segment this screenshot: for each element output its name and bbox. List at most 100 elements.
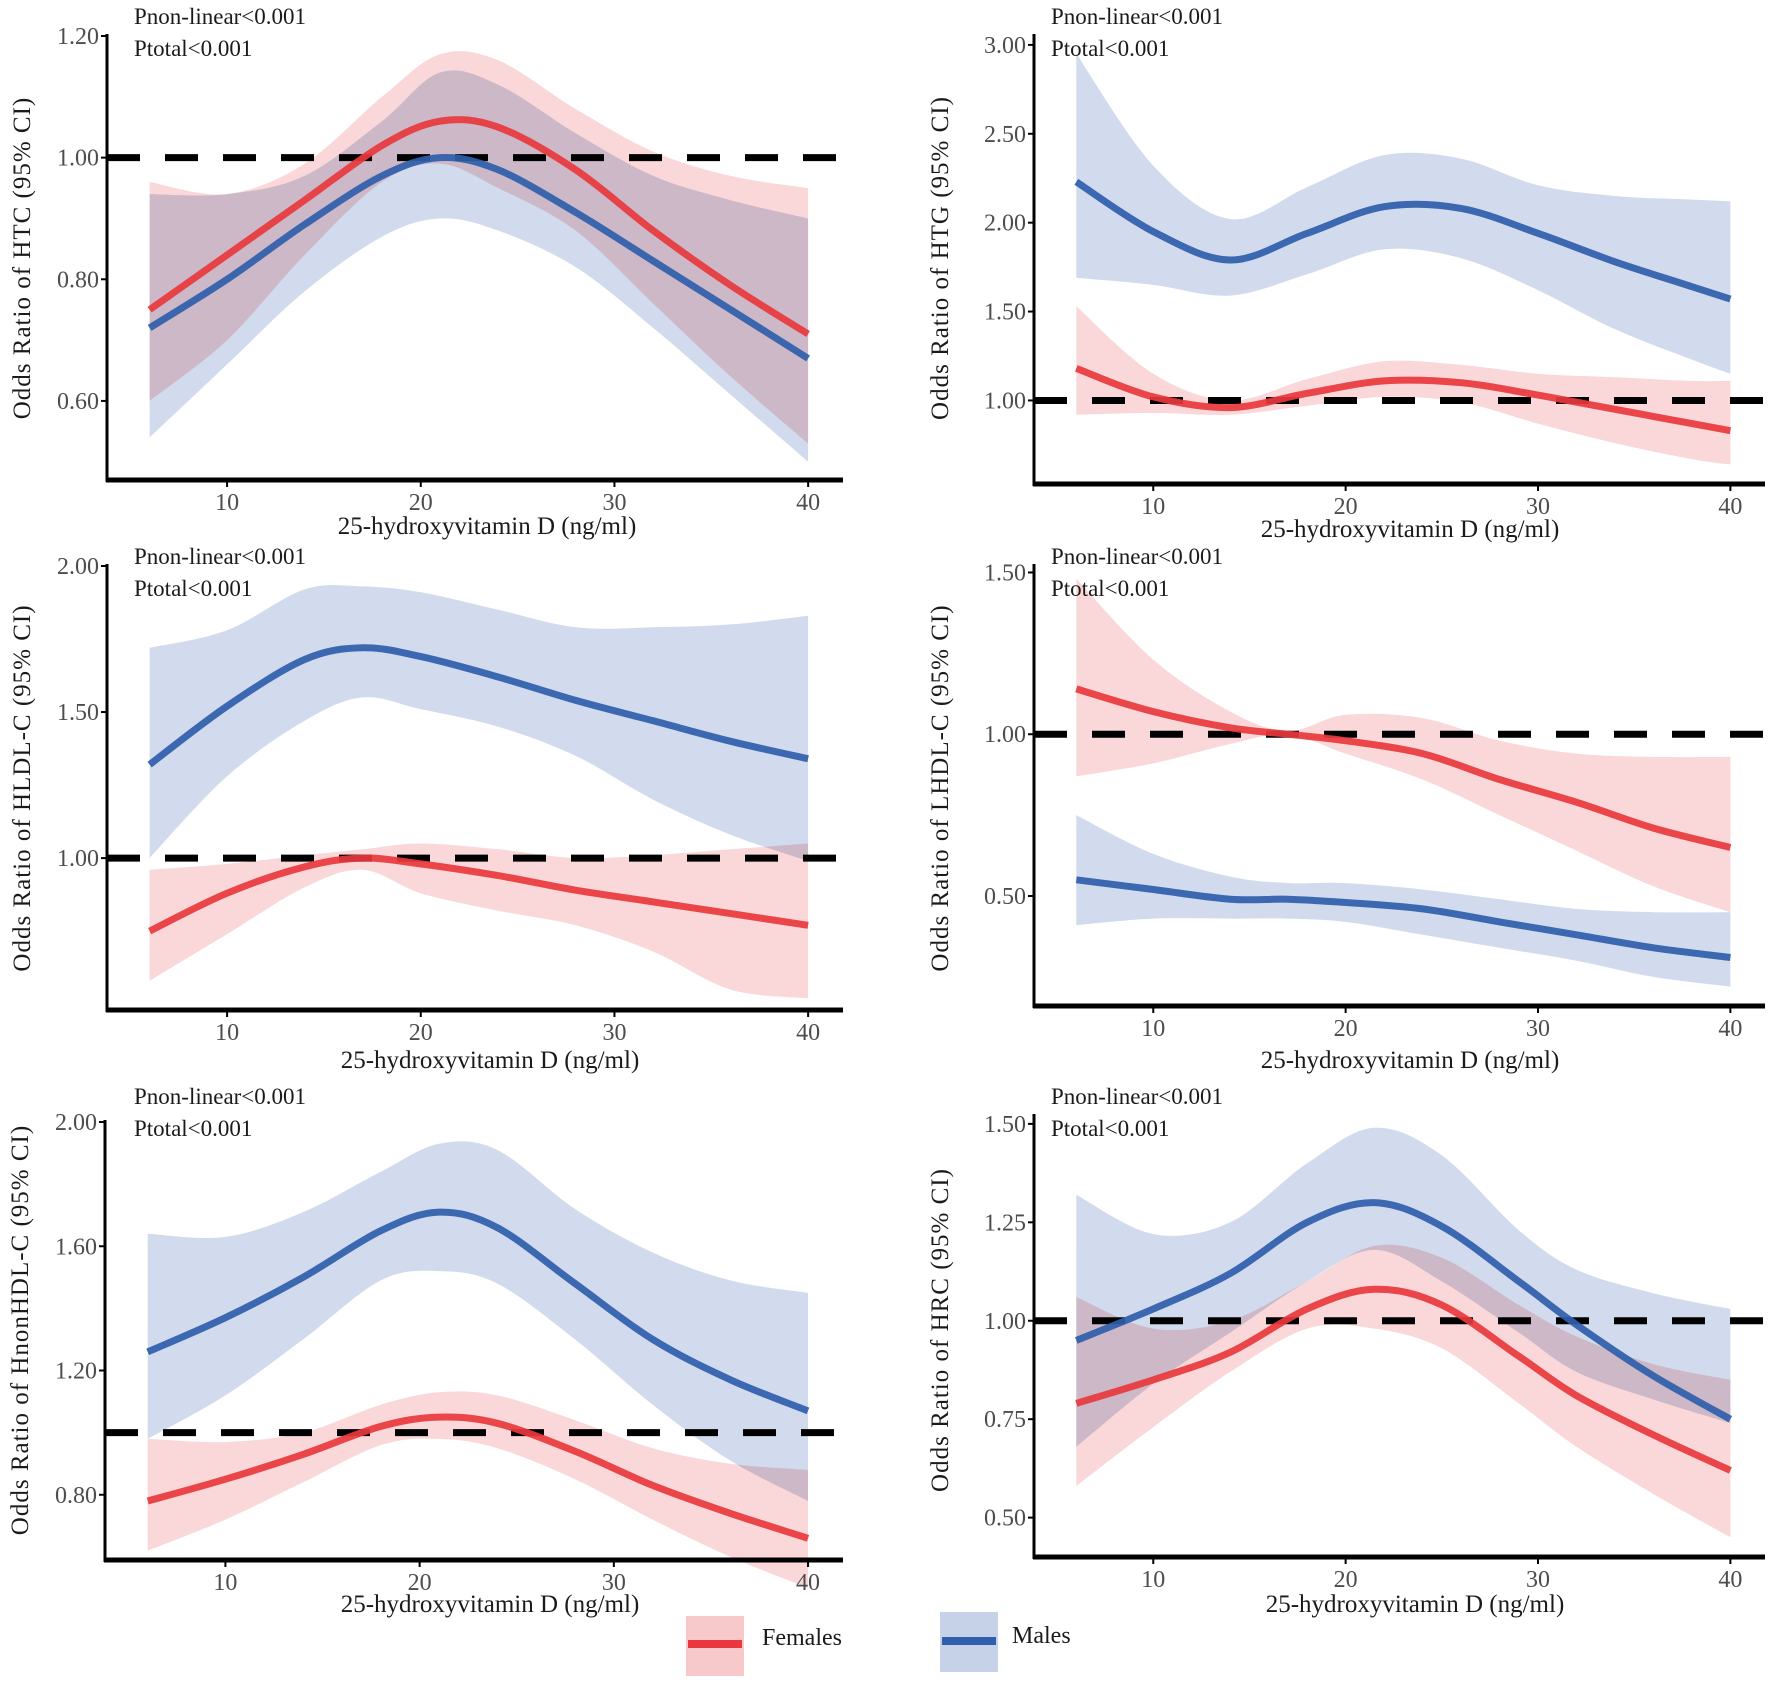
legend: Females Males — [686, 1612, 1071, 1676]
x-axis-title: 25-hydroxyvitamin D (ng/ml) — [1266, 1591, 1565, 1618]
curve-males — [1074, 1199, 1733, 1423]
y-tick-label: 2.00 — [55, 1110, 97, 1136]
x-tick-label: 30 — [1526, 1016, 1550, 1042]
x-tick-label: 30 — [1526, 494, 1550, 520]
x-tick-label: 20 — [409, 490, 433, 516]
y-tick-label: 2.50 — [984, 122, 1026, 148]
y-axis-title: Odds Ratio of HTC (95% CI) — [9, 97, 36, 420]
curve-males — [1074, 178, 1732, 303]
curves — [147, 116, 810, 362]
x-tick-label: 40 — [796, 1020, 820, 1046]
y-tick-label: 0.50 — [984, 884, 1026, 910]
curve-males — [146, 1208, 810, 1415]
y-tick-label: 1.50 — [984, 560, 1026, 586]
x-tick-label: 10 — [213, 1570, 237, 1596]
y-tick-label: 1.50 — [57, 700, 99, 726]
y-tick-label: 1.00 — [57, 146, 99, 172]
ci-band-females — [147, 1391, 808, 1588]
y-tick-label: 0.75 — [984, 1407, 1026, 1433]
y-tick-label: 1.20 — [55, 1359, 97, 1385]
x-tick-label: 10 — [215, 490, 239, 516]
x-tick-label: 30 — [602, 490, 626, 516]
p-total-text: Ptotal<0.001 — [134, 36, 252, 61]
ci-band-females — [149, 843, 809, 999]
y-tick-label: 0.60 — [57, 389, 99, 415]
ci-band-females — [149, 51, 809, 444]
x-tick-label: 30 — [602, 1570, 626, 1596]
ci-band-females — [1076, 578, 1731, 913]
x-tick-label: 40 — [796, 490, 820, 516]
x-tick-label: 10 — [215, 1020, 239, 1046]
curve-females — [1075, 685, 1732, 851]
x-tick-label: 10 — [1141, 1016, 1165, 1042]
axes: 10 20 30 40 0.50 0.75 1.00 1.25 1.50 — [984, 1112, 1765, 1593]
p-total-text: Ptotal<0.001 — [1051, 1116, 1169, 1141]
axes: 10 20 30 40 1.00 1.50 2.00 2.50 3.00 — [984, 33, 1765, 520]
y-tick-label: 1.50 — [984, 300, 1026, 326]
p-total-text: Ptotal<0.001 — [1051, 36, 1169, 61]
ci-band-males — [147, 1141, 808, 1501]
p-total-text: Ptotal<0.001 — [134, 576, 252, 601]
legend-item-males[interactable]: Males — [940, 1612, 1071, 1672]
panel-htc: 10 20 30 40 0.60 0.80 1.00 1.20 Pnon-linear<0.0… — [9, 4, 843, 540]
ci-band-females — [1076, 306, 1731, 465]
panel-htg: 10 20 30 40 1.00 1.50 2.00 2.50 3.00 Pnon-linear… — [927, 4, 1765, 543]
y-tick-label: 0.80 — [55, 1483, 97, 1509]
ci-band-males — [149, 585, 809, 861]
y-tick-label: 2.00 — [984, 211, 1026, 237]
panel-hrc: 10 20 30 40 0.50 0.75 1.00 1.25 1.50 Pnon-linear… — [927, 1084, 1765, 1618]
ci-band-males — [1076, 815, 1731, 987]
y-tick-label: 1.60 — [55, 1234, 97, 1260]
x-axis-title: 25-hydroxyvitamin D (ng/ml) — [341, 1047, 640, 1074]
curve-males — [1075, 876, 1731, 961]
ci-bands — [1076, 578, 1731, 987]
y-tick-label: 1.00 — [984, 1309, 1026, 1335]
p-nonlinear-text: Pnon-linear<0.001 — [134, 544, 306, 569]
axes: 10 20 30 40 0.50 1.00 1.50 — [984, 560, 1765, 1042]
curves — [147, 644, 809, 935]
ci-bands — [149, 51, 809, 462]
x-tick-label: 10 — [1141, 1567, 1165, 1593]
y-tick-label: 1.50 — [984, 1112, 1026, 1138]
curve-females — [148, 854, 809, 935]
panel-lhdl-c: 10 20 30 40 0.50 1.00 1.50 Pnon-linear<0.001 P… — [927, 544, 1765, 1074]
x-tick-label: 40 — [1718, 1016, 1742, 1042]
curve-males — [147, 644, 809, 768]
x-tick-label: 20 — [408, 1570, 432, 1596]
p-total-text: Ptotal<0.001 — [1051, 576, 1169, 601]
legend-swatch-females-line — [688, 1640, 742, 1648]
legend-label-females: Females — [762, 1625, 842, 1651]
panel-hnonhdl-c: 10 20 30 40 0.80 1.20 1.60 2.00 Pnon-linear<0.0… — [7, 1084, 843, 1618]
ci-bands — [1076, 1127, 1731, 1538]
x-axis-title: 25-hydroxyvitamin D (ng/ml) — [1261, 1047, 1560, 1074]
axes: 10 20 30 40 1.00 1.50 2.00 — [57, 554, 843, 1046]
ci-bands — [149, 585, 809, 999]
p-nonlinear-text: Pnon-linear<0.001 — [134, 1084, 306, 1109]
curves — [1074, 1199, 1733, 1474]
curves — [1075, 685, 1732, 961]
y-axis-title: Odds Ratio of HLDL-C (95% CI) — [9, 604, 36, 971]
x-tick-label: 20 — [409, 1020, 433, 1046]
x-tick-label: 20 — [1334, 494, 1358, 520]
p-total-text: Ptotal<0.001 — [134, 1116, 252, 1141]
legend-item-females[interactable]: Females — [686, 1616, 842, 1676]
x-tick-label: 30 — [602, 1020, 626, 1046]
p-nonlinear-text: Pnon-linear<0.001 — [1051, 544, 1223, 569]
x-tick-label: 20 — [1334, 1567, 1358, 1593]
curves — [146, 1208, 810, 1542]
curve-females — [1075, 1285, 1732, 1474]
y-axis-title: Odds Ratio of LHDL-C (95% CI) — [927, 604, 954, 971]
x-axis-title: 25-hydroxyvitamin D (ng/ml) — [1261, 516, 1560, 543]
axes: 10 20 30 40 0.60 0.80 1.00 1.20 — [57, 24, 843, 516]
curve-males — [147, 153, 810, 362]
panel-hldl-c: 10 20 30 40 1.00 1.50 2.00 Pnon-linear<0.001 P… — [9, 544, 843, 1074]
axes: 10 20 30 40 0.80 1.20 1.60 2.00 — [55, 1110, 843, 1596]
y-axis-title: Odds Ratio of HTG (95% CI) — [927, 96, 954, 420]
p-nonlinear-text: Pnon-linear<0.001 — [134, 4, 306, 29]
legend-label-males: Males — [1012, 1623, 1071, 1649]
x-axis-title: 25-hydroxyvitamin D (ng/ml) — [338, 513, 637, 540]
p-nonlinear-text: Pnon-linear<0.001 — [1051, 4, 1223, 29]
y-tick-label: 3.00 — [984, 33, 1026, 59]
curves — [1074, 178, 1732, 435]
x-tick-label: 30 — [1526, 1567, 1550, 1593]
